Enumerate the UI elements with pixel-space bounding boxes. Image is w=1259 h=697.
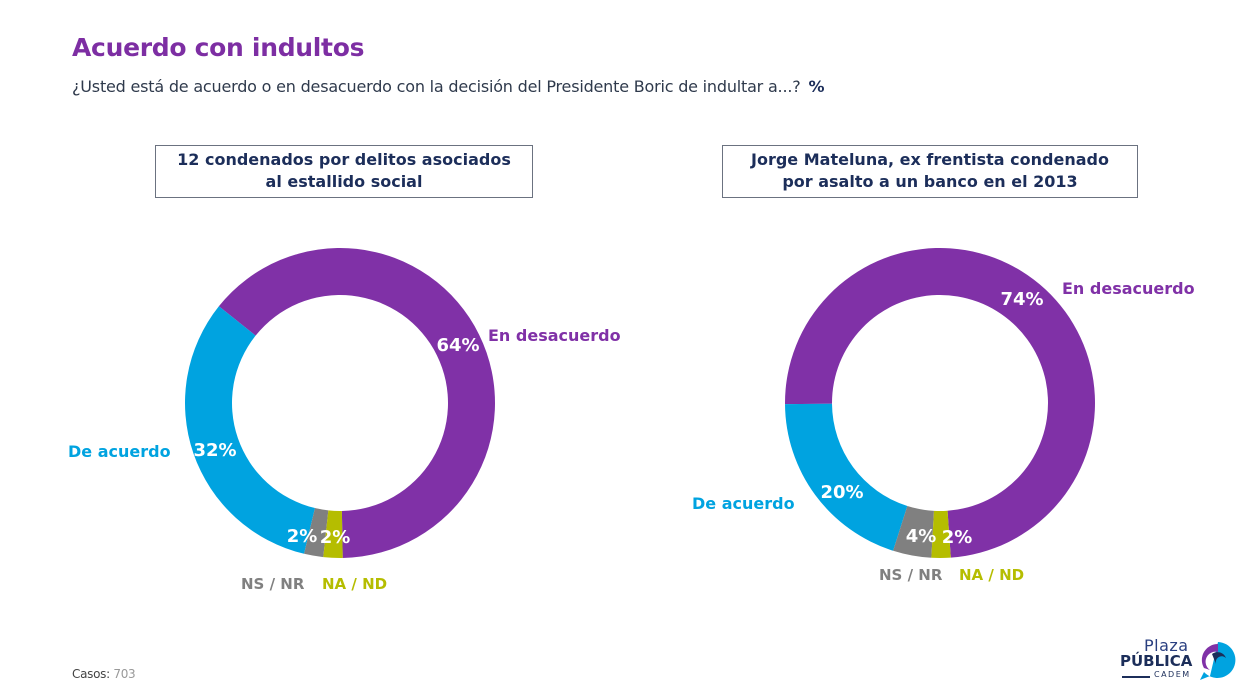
chart-title-1-line-2: al estallido social <box>265 172 423 191</box>
chart-title-box-1: 12 condenados por delitos asociados al e… <box>155 145 533 198</box>
casos-label: Casos <box>72 667 107 681</box>
chart-1-value-label-en-desacuerdo: 64% <box>436 335 479 356</box>
chart-1-slice-ns-nr <box>304 508 329 558</box>
sample-size: Casos: 703 <box>72 667 136 681</box>
chart-2-slice-de-acuerdo <box>785 403 908 551</box>
chart-2-value-label-na-nd: 2% <box>942 527 973 548</box>
chart-title-box-2: Jorge Mateluna, ex frentista condenado p… <box>722 145 1138 198</box>
chart-1-value-label-de-acuerdo: 32% <box>193 440 236 461</box>
chart-1-slice-en-desacuerdo <box>218 247 496 558</box>
chart-1-legend-ns-nr: NS / NR <box>241 575 305 593</box>
question-text: ¿Usted está de acuerdo o en desacuerdo c… <box>72 77 801 96</box>
chart-2-value-label-en-desacuerdo: 74% <box>1000 289 1043 310</box>
casos-value: 703 <box>113 667 136 681</box>
chart-1-legend-na-nd: NA / ND <box>322 575 388 593</box>
chart-2-legend-de-acuerdo: De acuerdo <box>692 494 795 513</box>
question-subtitle: ¿Usted está de acuerdo o en desacuerdo c… <box>72 77 825 96</box>
unit-label: % <box>808 77 825 96</box>
logo-text-plaza: Plaza <box>1144 636 1189 655</box>
logo-text-publica: PÚBLICA <box>1120 652 1193 670</box>
logo-text-cadem: CADEM <box>1154 670 1191 679</box>
chart-1-legend-de-acuerdo: De acuerdo <box>68 442 171 461</box>
chart-2-value-label-ns-nr: 4% <box>906 526 937 547</box>
chart-2-legend-na-nd: NA / ND <box>959 566 1025 584</box>
chart-title-2-line-2: por asalto a un banco en el 2013 <box>782 172 1078 191</box>
chart-title-1-line-1: 12 condenados por delitos asociados <box>177 150 511 169</box>
chart-1-slice-de-acuerdo <box>185 306 315 554</box>
chart-2-legend-en-desacuerdo: En desacuerdo <box>1062 279 1195 298</box>
chart-2-legend-ns-nr: NS / NR <box>879 566 943 584</box>
chart-title-2-line-1: Jorge Mateluna, ex frentista condenado <box>751 150 1109 169</box>
chart-1-value-label-na-nd: 2% <box>320 527 351 548</box>
speech-bubble-logo-icon <box>1200 642 1236 680</box>
chart-1-value-label-ns-nr: 2% <box>287 526 318 547</box>
plaza-publica-cadem-logo: Plaza PÚBLICA CADEM <box>1120 636 1240 686</box>
logo-underline <box>1122 676 1150 678</box>
chart-1-legend-en-desacuerdo: En desacuerdo <box>488 326 621 345</box>
chart-2-value-label-de-acuerdo: 20% <box>820 482 863 503</box>
chart-2-slice-en-desacuerdo <box>785 247 1095 558</box>
chart-2-slice-ns-nr <box>893 505 934 558</box>
page-title: Acuerdo con indultos <box>72 33 365 62</box>
chart-2-slice-na-nd <box>931 510 951 558</box>
chart-1-slice-na-nd <box>323 510 343 558</box>
